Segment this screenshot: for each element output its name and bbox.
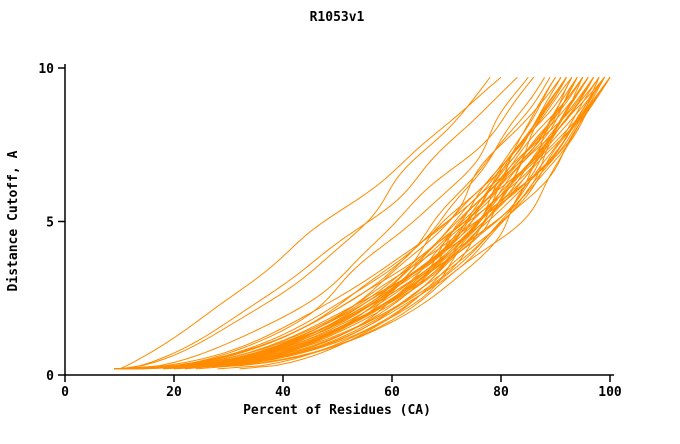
curve: [130, 76, 535, 370]
curve: [239, 76, 611, 370]
x-tick-label: 40: [275, 385, 291, 400]
curve: [130, 76, 584, 370]
curve: [113, 76, 562, 370]
curve: [184, 76, 605, 370]
x-tick-label: 100: [598, 385, 622, 400]
y-tick-label: 5: [46, 216, 54, 231]
curve: [195, 76, 595, 370]
x-tick-label: 80: [493, 385, 509, 400]
x-tick-label: 0: [61, 385, 69, 400]
curve: [113, 76, 584, 370]
y-tick-label: 0: [46, 369, 54, 384]
curve: [130, 77, 600, 370]
curve: [130, 76, 595, 370]
curve: [141, 76, 578, 370]
curve: [124, 76, 605, 370]
axes-group: 0 20 40 60 80 100 0 5 10: [38, 62, 622, 400]
curve: [124, 76, 589, 370]
curve: [113, 76, 611, 370]
curve: [119, 76, 595, 370]
chart-title: R1053v1: [310, 10, 365, 25]
curve: [163, 76, 567, 370]
curve: [119, 76, 605, 370]
curve: [135, 76, 529, 370]
curve: [119, 76, 551, 370]
curve: [119, 76, 491, 370]
curve: [119, 76, 611, 370]
curve: [130, 76, 611, 370]
y-tick-label: 10: [38, 62, 54, 77]
curve: [119, 76, 502, 370]
y-axis-label: Distance Cutoff, A: [6, 150, 21, 291]
x-tick-label: 20: [166, 385, 182, 400]
x-axis-label: Percent of Residues (CA): [243, 403, 431, 418]
x-tick-label: 60: [384, 385, 400, 400]
curves-group: [113, 76, 611, 370]
curve: [113, 76, 589, 370]
